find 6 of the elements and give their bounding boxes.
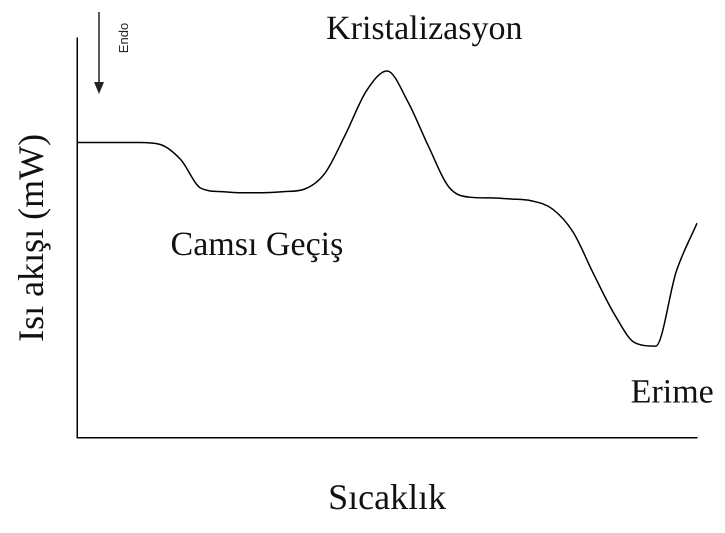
text: Kristalizasyon xyxy=(326,10,522,47)
text: Endo xyxy=(116,22,132,56)
annotation: Camsı Geçiş xyxy=(170,226,344,263)
annotation: Erime xyxy=(630,374,714,411)
y-axis-title: Isı akışı (mW) xyxy=(11,134,52,342)
x-axis-title: Sıcaklık xyxy=(328,476,446,517)
